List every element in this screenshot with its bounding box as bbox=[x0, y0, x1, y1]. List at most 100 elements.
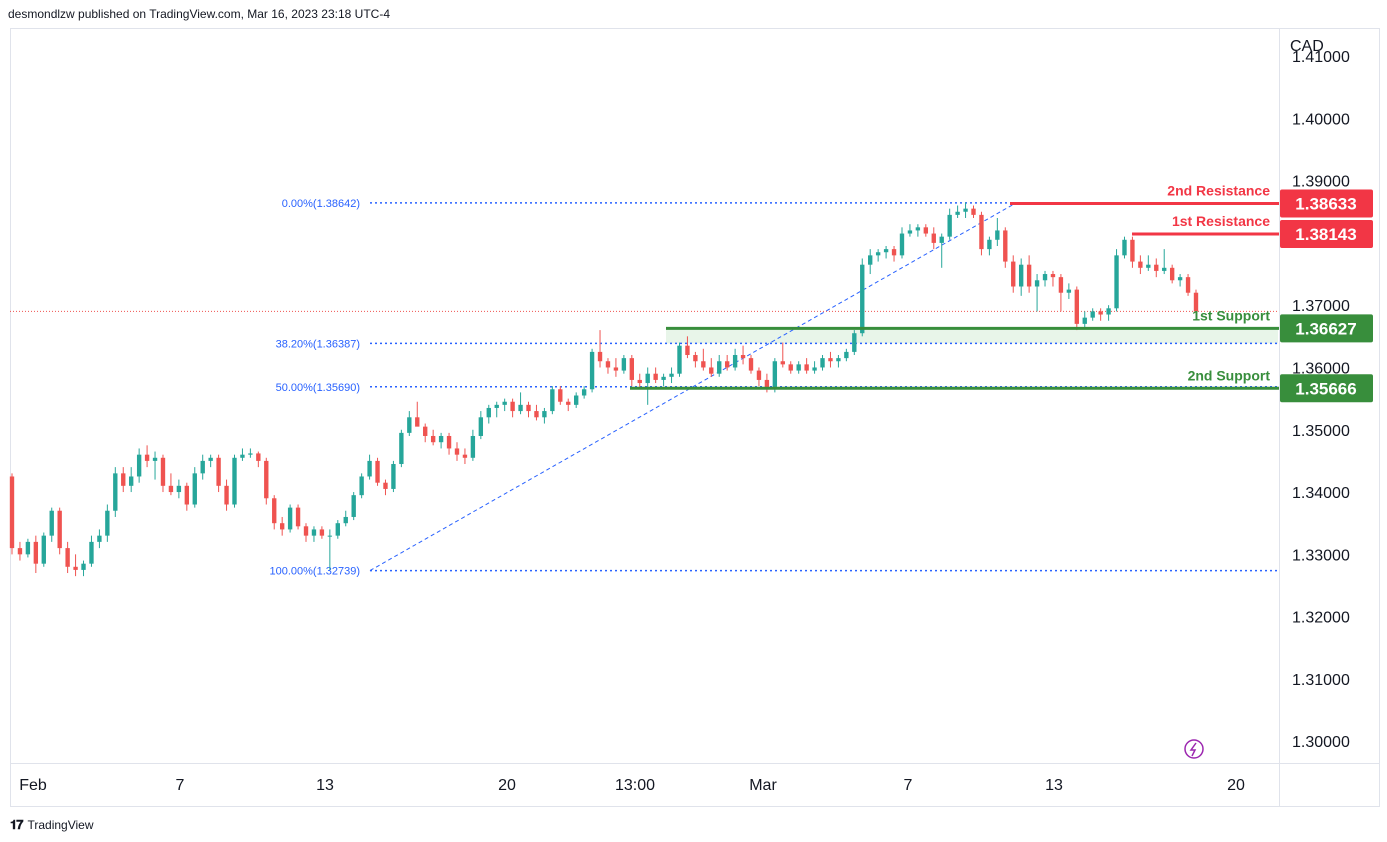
candle bbox=[367, 454, 372, 480]
candle bbox=[57, 507, 62, 555]
candle bbox=[1177, 274, 1183, 287]
candle bbox=[1146, 255, 1151, 271]
price-tick-label: 1.33000 bbox=[1292, 547, 1350, 564]
candle bbox=[200, 454, 205, 480]
currency-label: CAD bbox=[1290, 38, 1324, 55]
candle bbox=[709, 358, 714, 377]
price-axis[interactable]: 1.41000 1.40000 1.39000 1.37000 1.36000 1.350… bbox=[1292, 49, 1350, 751]
candle bbox=[756, 367, 762, 387]
candle bbox=[939, 233, 944, 268]
tradingview-logo-icon: 𝟏𝟕 bbox=[10, 817, 24, 832]
level-price-badge[interactable] bbox=[1280, 374, 1373, 403]
candle bbox=[899, 227, 905, 259]
level-price-text: 1.35666 bbox=[1295, 379, 1356, 398]
candle bbox=[661, 373, 666, 387]
candle bbox=[1050, 270, 1056, 287]
level-price-badge[interactable] bbox=[1280, 219, 1373, 248]
candle bbox=[621, 355, 627, 374]
candle bbox=[256, 451, 261, 468]
candle bbox=[287, 504, 293, 533]
candle bbox=[597, 330, 603, 368]
candle bbox=[629, 355, 634, 387]
fib-label: 100.00%(1.32739) bbox=[269, 566, 360, 578]
level-label: 2nd Support bbox=[1188, 367, 1271, 383]
candle bbox=[987, 236, 992, 256]
level-price-badge[interactable] bbox=[1280, 189, 1373, 218]
candle bbox=[828, 351, 833, 368]
candle bbox=[240, 448, 245, 461]
candle bbox=[41, 532, 46, 567]
candle bbox=[836, 355, 841, 368]
candle bbox=[470, 429, 476, 461]
candle bbox=[25, 538, 31, 558]
publisher-header: desmondlzw published on TradingView.com,… bbox=[8, 7, 390, 21]
candle bbox=[89, 535, 94, 567]
candle bbox=[1162, 249, 1167, 275]
footer-brand: TradingView bbox=[27, 818, 94, 832]
candle bbox=[724, 355, 730, 371]
candle bbox=[311, 526, 317, 542]
level-price-badge[interactable] bbox=[1280, 314, 1373, 343]
candle bbox=[97, 529, 102, 549]
candle bbox=[1074, 286, 1079, 331]
candle bbox=[415, 401, 420, 427]
candle bbox=[542, 407, 547, 424]
candle bbox=[144, 445, 150, 468]
level-label: 1st Resistance bbox=[1172, 213, 1270, 229]
time-tick-label: 13 bbox=[1045, 777, 1063, 794]
candle bbox=[796, 361, 801, 374]
candle bbox=[772, 358, 778, 393]
candle bbox=[486, 404, 491, 424]
candle bbox=[613, 358, 619, 377]
key-levels[interactable]: 2nd Resistance 1.38633 1st Resistance 1.381… bbox=[630, 182, 1373, 403]
price-tick-label: 1.40000 bbox=[1292, 111, 1350, 128]
candle bbox=[701, 348, 706, 371]
candle bbox=[272, 495, 277, 530]
candle bbox=[852, 330, 857, 356]
candle bbox=[732, 348, 738, 371]
candle bbox=[295, 504, 301, 530]
candle bbox=[653, 367, 658, 384]
candle bbox=[1114, 249, 1119, 312]
time-tick-label: 7 bbox=[904, 777, 913, 794]
candle bbox=[1018, 258, 1024, 296]
time-tick-label: 20 bbox=[1227, 777, 1245, 794]
candle bbox=[1154, 258, 1159, 278]
price-tick-label: 1.41000 bbox=[1292, 49, 1350, 66]
footer: 𝟏𝟕 TradingView bbox=[10, 817, 94, 833]
candle bbox=[184, 482, 190, 511]
candle bbox=[693, 351, 698, 368]
candle bbox=[9, 473, 15, 555]
candle bbox=[494, 401, 499, 418]
candle bbox=[359, 473, 364, 499]
support-zone bbox=[666, 328, 1278, 344]
price-tick-label: 1.35000 bbox=[1292, 423, 1350, 440]
candle bbox=[33, 535, 39, 574]
candle bbox=[351, 492, 356, 521]
candle bbox=[168, 473, 174, 496]
candle bbox=[581, 386, 587, 399]
candle bbox=[566, 398, 571, 412]
candle bbox=[915, 224, 921, 237]
level-price-text: 1.36627 bbox=[1295, 319, 1356, 338]
candle bbox=[995, 217, 1000, 247]
time-tick-label: Mar bbox=[749, 777, 777, 794]
candle bbox=[216, 454, 221, 493]
candle bbox=[438, 432, 444, 449]
candle bbox=[868, 249, 873, 275]
candle bbox=[1026, 255, 1032, 293]
candle bbox=[1034, 274, 1040, 312]
candle bbox=[81, 560, 86, 577]
candle bbox=[510, 398, 515, 418]
candle bbox=[1138, 255, 1143, 275]
candle bbox=[248, 448, 253, 458]
time-axis[interactable]: Feb 7 13 20 13:00 Mar 7 13 20 bbox=[19, 777, 1245, 794]
support-zone-fill bbox=[666, 328, 1278, 344]
level-label: 1st Support bbox=[1192, 307, 1270, 323]
candle bbox=[423, 423, 428, 443]
candle bbox=[232, 454, 237, 508]
candle bbox=[979, 211, 984, 256]
replay-icon[interactable] bbox=[1184, 739, 1204, 759]
candle bbox=[399, 429, 404, 468]
